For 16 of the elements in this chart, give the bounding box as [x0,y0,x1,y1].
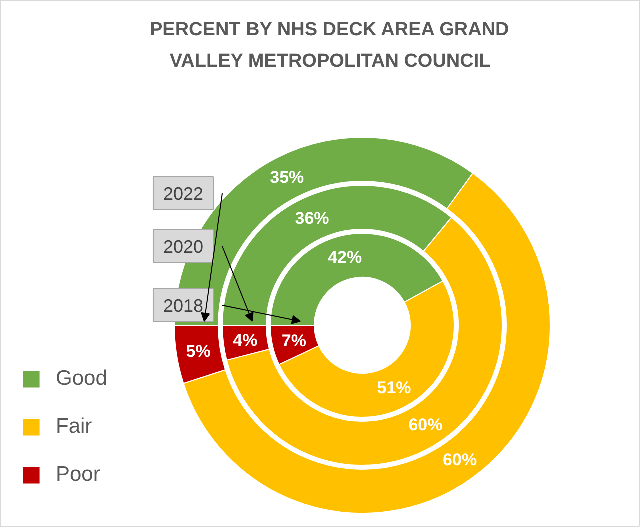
data-label: 35% [270,168,304,188]
slice-label: 2018 [163,296,204,316]
legend-label: Poor [56,463,100,487]
legend-label: Good [56,367,108,391]
data-label: 36% [295,209,330,228]
chart-title: PERCENT BY NHS DECK AREA GRAND VALLEY METROPOLITAN COUNCIL [150,19,510,72]
data-label: 51% [377,378,412,398]
data-label: 5% [186,342,211,361]
data-label: 7% [282,331,306,350]
slice-label: 2020 [163,237,204,257]
data-label: 4% [233,330,258,350]
slice-label: 2022 [163,184,204,204]
legend-label: Fair [56,415,92,439]
data-label: 60% [408,416,443,435]
data-label: 60% [443,450,478,470]
data-label: 42% [328,248,362,268]
